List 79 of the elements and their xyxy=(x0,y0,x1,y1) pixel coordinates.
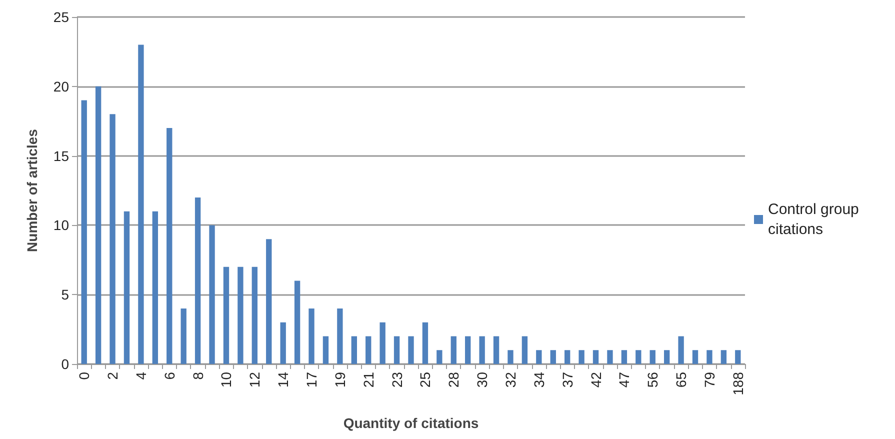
bar xyxy=(180,308,186,364)
x-tick-label: 17 xyxy=(304,372,320,388)
bar xyxy=(337,308,343,364)
x-tick-label: 8 xyxy=(190,372,206,380)
x-tick-label: 34 xyxy=(530,372,547,388)
x-tick-label: 10 xyxy=(218,372,234,388)
x-tick-label: 32 xyxy=(502,372,518,388)
x-tick-label: 23 xyxy=(388,372,405,388)
bar xyxy=(252,266,258,364)
x-tick-label: 47 xyxy=(616,372,632,388)
bar xyxy=(152,211,158,364)
bar xyxy=(351,336,357,364)
bar xyxy=(664,350,670,364)
y-tick-label: 5 xyxy=(61,286,70,303)
bar xyxy=(294,280,300,364)
bar xyxy=(493,336,500,364)
bar xyxy=(450,336,456,364)
bar xyxy=(735,350,741,364)
bar xyxy=(636,350,642,364)
x-tick-label: 42 xyxy=(588,372,604,388)
x-tick-label: 25 xyxy=(417,372,434,388)
y-axis-title: Number of articles xyxy=(24,128,40,252)
bar xyxy=(322,336,329,364)
bar xyxy=(380,322,386,364)
bar xyxy=(550,350,556,364)
y-tick-label: 25 xyxy=(53,9,70,25)
bar xyxy=(81,100,87,364)
bar xyxy=(194,197,201,364)
bar xyxy=(479,336,485,364)
bar xyxy=(436,350,442,364)
x-tick-label: 79 xyxy=(701,372,718,388)
bar xyxy=(621,350,628,364)
x-tick-label: 19 xyxy=(332,372,348,388)
bar xyxy=(465,336,471,364)
y-tick-label: 15 xyxy=(53,148,70,164)
x-tick-label: 2 xyxy=(104,372,121,380)
x-tick-label: 0 xyxy=(76,372,92,380)
bar xyxy=(280,322,286,364)
x-tick-label: 6 xyxy=(161,372,178,380)
bar xyxy=(366,336,372,364)
bar xyxy=(720,350,727,364)
bar xyxy=(138,44,144,364)
bar xyxy=(522,336,528,364)
bar xyxy=(408,336,414,364)
bar xyxy=(592,350,599,364)
x-axis-title: Quantity of citations xyxy=(343,415,479,431)
bar xyxy=(238,266,244,364)
bar xyxy=(308,308,314,364)
bar xyxy=(564,350,570,364)
x-tick-label: 14 xyxy=(275,372,292,388)
bar xyxy=(166,128,172,364)
x-tick-label: 188 xyxy=(730,372,746,396)
x-tick-label: 4 xyxy=(132,372,149,380)
y-tick-label: 20 xyxy=(53,78,70,94)
bar xyxy=(607,350,613,364)
bar xyxy=(706,350,712,364)
x-tick-label: 30 xyxy=(474,372,490,388)
bar xyxy=(110,114,116,364)
bar xyxy=(223,266,230,364)
bar xyxy=(209,225,215,364)
x-tick-label: 28 xyxy=(446,372,462,388)
bar xyxy=(124,211,130,364)
bar xyxy=(266,239,272,364)
bar xyxy=(422,322,428,364)
bar xyxy=(692,350,698,364)
bar xyxy=(95,86,102,364)
bar xyxy=(394,336,400,364)
x-tick-label: 56 xyxy=(644,372,661,388)
bar xyxy=(578,350,584,364)
bar xyxy=(650,350,656,364)
bar xyxy=(536,350,542,364)
x-tick-label: 21 xyxy=(360,372,376,388)
x-tick-label: 37 xyxy=(559,372,576,388)
y-tick-label: 10 xyxy=(53,217,70,234)
legend-label: Control group citations xyxy=(768,201,864,238)
bar xyxy=(678,336,684,364)
x-tick-label: 65 xyxy=(673,372,690,388)
bar xyxy=(508,350,514,364)
x-tick-label: 12 xyxy=(246,372,263,388)
